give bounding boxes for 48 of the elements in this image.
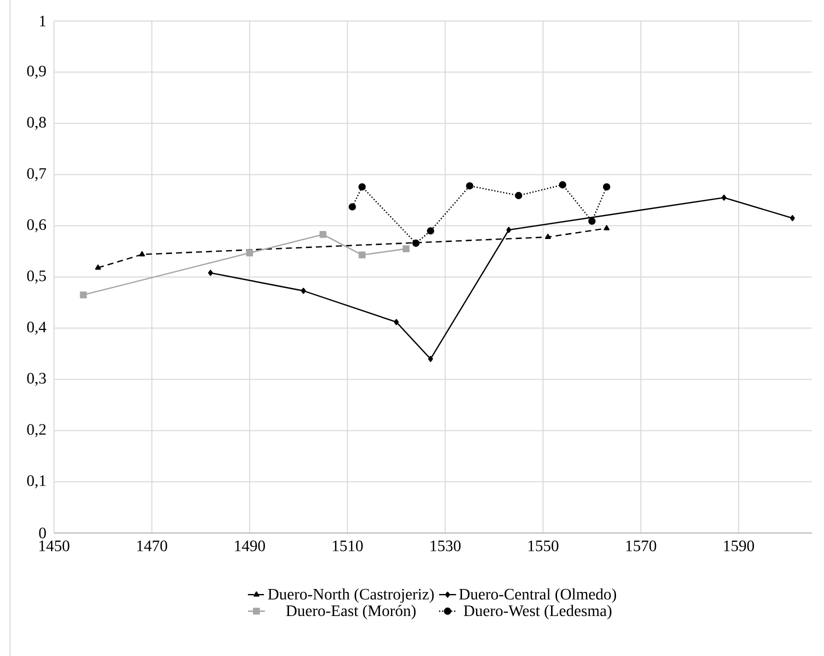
y-tick-label: 0,6 <box>27 219 46 232</box>
x-tick-label: 1510 <box>332 540 363 552</box>
point <box>139 251 145 256</box>
x-tick-label: 1470 <box>137 540 168 552</box>
point <box>358 183 366 191</box>
legend-label: Duero-West (Ledesma) <box>464 604 612 620</box>
point <box>246 249 254 256</box>
y-tick-label: 1 <box>40 16 46 26</box>
point <box>412 240 420 247</box>
x-tick-label: 1570 <box>626 540 656 552</box>
x-tick-label: 1550 <box>528 540 558 552</box>
point <box>722 194 726 201</box>
point <box>208 270 213 276</box>
point <box>588 218 596 225</box>
y-tick-label: 0,8 <box>27 116 46 130</box>
legend-label: Duero-North (Castrojeriz) <box>268 588 434 603</box>
point <box>394 318 399 326</box>
point <box>466 182 474 190</box>
point <box>426 227 434 235</box>
point <box>604 225 610 230</box>
y-tick-label: 0,9 <box>27 66 46 79</box>
x-tick-label: 1590 <box>724 540 754 552</box>
point <box>300 288 306 294</box>
point <box>358 252 366 258</box>
point <box>790 215 795 222</box>
point <box>428 356 434 362</box>
point <box>80 291 87 298</box>
y-tick-label: 0 <box>39 528 46 538</box>
x-tick-label: 1450 <box>39 540 70 552</box>
point <box>348 203 356 210</box>
y-tick-label: 0,5 <box>27 270 46 284</box>
y-tick-label: 0,4 <box>27 322 46 335</box>
x-tick-label: 1490 <box>235 540 265 552</box>
x-tick-label: 1530 <box>430 540 461 552</box>
y-tick-label: 0,3 <box>27 372 46 386</box>
y-tick-label: 0,2 <box>27 424 46 438</box>
y-tick-label: 0,7 <box>27 168 46 182</box>
point <box>320 231 326 238</box>
point <box>514 192 522 200</box>
point <box>95 264 101 270</box>
point <box>402 245 410 252</box>
point <box>602 183 610 191</box>
legend-label: Duero-Central (Olmedo) <box>459 588 616 603</box>
y-tick-label: 0,1 <box>27 475 46 488</box>
legend-label: Duero-East (Morón) <box>286 604 416 620</box>
point <box>545 234 551 239</box>
point <box>506 226 512 233</box>
point <box>558 181 566 188</box>
